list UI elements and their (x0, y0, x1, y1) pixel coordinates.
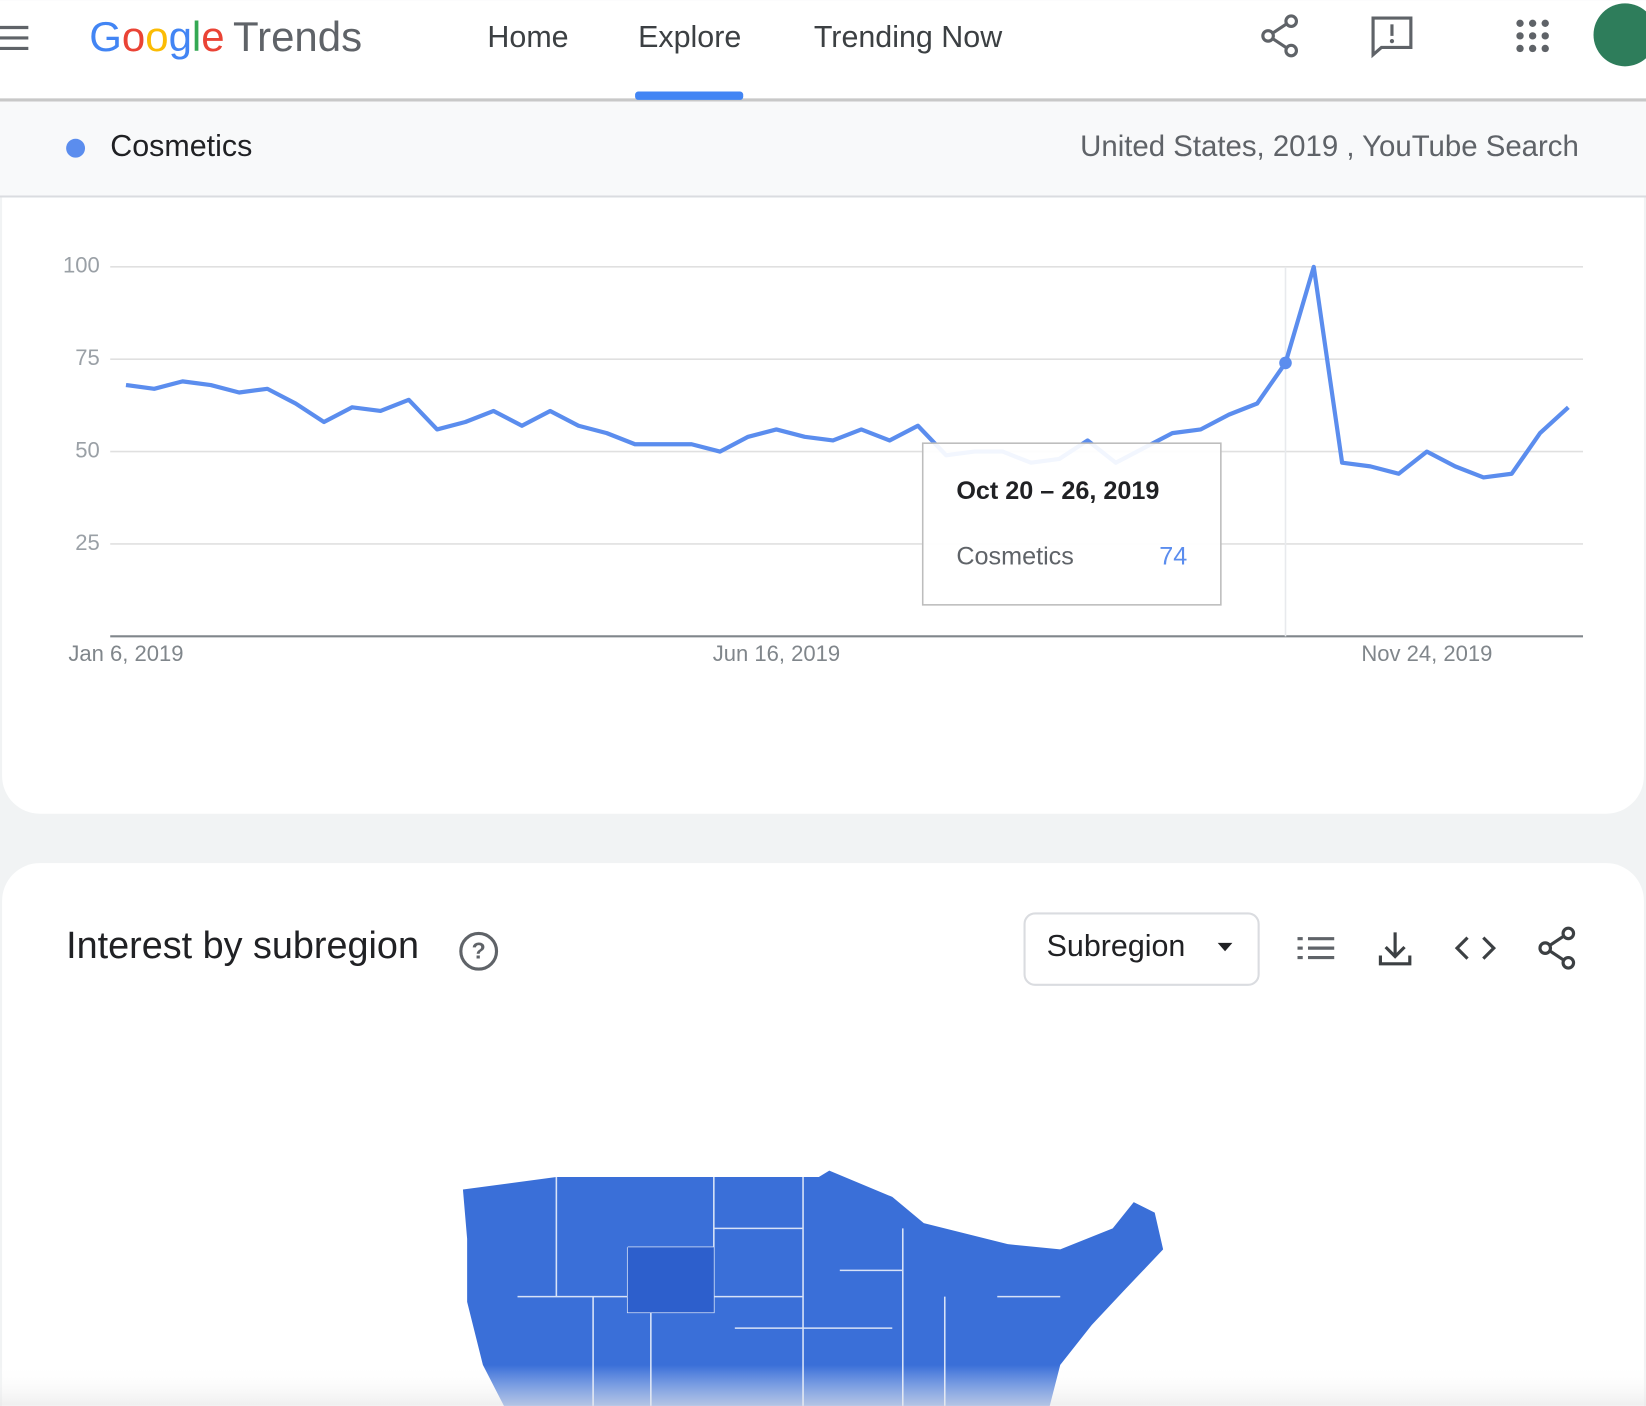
nav-explore[interactable]: Explore (638, 20, 741, 54)
share-icon-2[interactable] (1538, 926, 1576, 970)
logo-google[interactable]: Google (89, 13, 224, 60)
bottom-fade (0, 1364, 1646, 1406)
tooltip-value: 74 (1159, 542, 1187, 570)
dropdown[interactable] (1023, 912, 1260, 986)
embed-icon[interactable] (1454, 936, 1497, 960)
nav-trending[interactable]: Trending Now (814, 20, 1003, 54)
apps-icon[interactable] (1516, 19, 1549, 53)
dropdown-arrow (1217, 942, 1233, 952)
legend-dot (66, 138, 86, 158)
avatar[interactable] (1593, 3, 1646, 67)
y-tick-label: 75 (75, 345, 100, 370)
y-tick-label: 25 (75, 530, 100, 555)
dropdown-label[interactable]: Subregion (1047, 929, 1186, 963)
x-tick-label: Jun 16, 2019 (713, 641, 840, 666)
tooltip (921, 442, 1222, 606)
y-tick-label: 50 (75, 437, 100, 462)
share-icon[interactable] (1261, 14, 1299, 58)
hover-point (1279, 356, 1292, 370)
us-map[interactable] (462, 1170, 1164, 1406)
x-tick-label: Jan 6, 2019 (68, 641, 183, 666)
filters[interactable]: United States, 2019 , YouTube Search (1080, 130, 1579, 163)
subregion-card (2, 863, 1644, 1406)
chart-card (2, 157, 1644, 814)
feedback-icon[interactable] (1371, 16, 1413, 59)
list-icon[interactable] (1297, 937, 1335, 960)
nav-active-indicator (635, 91, 744, 100)
download-icon[interactable] (1378, 932, 1412, 966)
logo-trends[interactable]: Trends (233, 13, 362, 60)
subregion-title: Interest by subregion (66, 925, 419, 967)
legend-bar (0, 99, 1646, 197)
menu-icon[interactable] (0, 25, 29, 51)
x-tick-label: Nov 24, 2019 (1361, 641, 1492, 666)
plot: 25 50 75 100 Jan 6, 2019 Jun 16, 2019 Nov 24, … (63, 253, 1584, 666)
nav-home[interactable]: Home (487, 20, 568, 54)
series-line (125, 264, 1570, 480)
svg-text:?: ? (472, 937, 486, 963)
help-icon[interactable]: ? (459, 931, 499, 971)
tooltip-series: Cosmetics (956, 542, 1074, 570)
legend-term[interactable]: Cosmetics (110, 129, 252, 163)
tooltip-title: Oct 20 – 26, 2019 (956, 477, 1159, 505)
y-tick-label: 100 (63, 253, 100, 278)
